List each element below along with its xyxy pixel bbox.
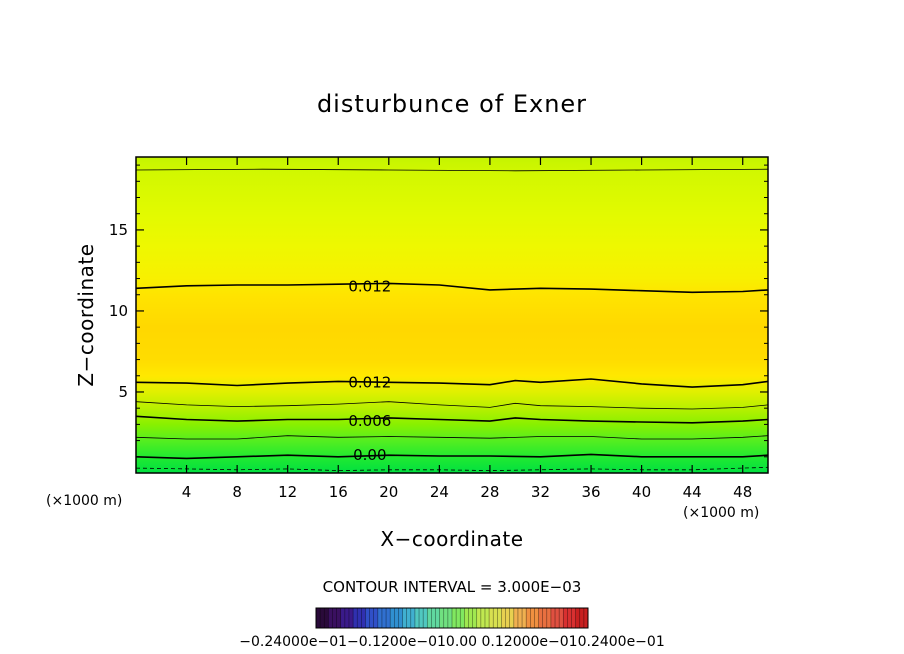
colorbar-swatch bbox=[575, 608, 589, 628]
x-tick-label: 12 bbox=[278, 483, 297, 501]
colorbar-labels: −0.24000e−01​−0.1200e−010.00 0.12000e−01… bbox=[239, 634, 664, 650]
colorbar-swatch bbox=[414, 608, 428, 628]
colorbar-swatch bbox=[402, 608, 416, 628]
x-tick-label: 4 bbox=[182, 483, 192, 501]
x-tick-label: 48 bbox=[733, 483, 752, 501]
contour-label: 0.00 bbox=[353, 446, 386, 464]
colorbar-swatch bbox=[340, 608, 354, 628]
colorbar-swatch bbox=[353, 608, 366, 628]
colorbar-swatch bbox=[316, 608, 329, 628]
x-tick-label: 16 bbox=[329, 483, 348, 501]
contour-labels: 0.012 0.012 0.006 0.00 bbox=[348, 278, 391, 465]
colorbar-swatch bbox=[489, 608, 502, 628]
colorbar-swatch bbox=[439, 608, 453, 628]
colorbar-swatch bbox=[328, 608, 342, 628]
colorbar-swatch bbox=[476, 608, 490, 628]
colorbar bbox=[315, 607, 589, 629]
x-tick-label: 28 bbox=[480, 483, 499, 501]
contour-line bbox=[136, 168, 768, 172]
contour-line bbox=[136, 453, 768, 460]
colorbar-swatch bbox=[427, 608, 441, 628]
x-unit-right: (×1000 m) bbox=[683, 505, 759, 521]
x-tick-label: 44 bbox=[683, 483, 702, 501]
contour-line bbox=[136, 378, 768, 388]
x-tick-label: 40 bbox=[632, 483, 651, 501]
colorbar-swatch bbox=[390, 608, 404, 628]
colorbar-swatch bbox=[513, 608, 527, 628]
contour-line-negative bbox=[136, 466, 768, 472]
y-tick-label: 10 bbox=[109, 302, 128, 320]
colorbar-swatch bbox=[538, 608, 552, 628]
colorbar-swatch bbox=[365, 608, 379, 628]
colorbar-swatch bbox=[526, 608, 540, 628]
x-tick-label: 20 bbox=[379, 483, 398, 501]
contour-label: 0.006 bbox=[348, 412, 391, 430]
contour-label: 0.012 bbox=[348, 373, 391, 391]
y-tick-label: 15 bbox=[109, 221, 128, 239]
x-tick-label: 24 bbox=[430, 483, 449, 501]
x-unit-left: (×1000 m) bbox=[46, 493, 122, 509]
colorbar-swatch bbox=[563, 608, 577, 628]
contour-lines bbox=[136, 168, 768, 472]
colorbar-frame bbox=[315, 607, 589, 629]
x-tick-label: 36 bbox=[581, 483, 600, 501]
y-tick-label: 5 bbox=[118, 383, 128, 401]
contour-label: 0.012 bbox=[348, 278, 391, 296]
contour-interval: CONTOUR INTERVAL = 3.000E−03 bbox=[323, 578, 582, 596]
x-tick-label: 8 bbox=[232, 483, 242, 501]
contour-line bbox=[136, 415, 768, 424]
colorbar-swatch bbox=[464, 608, 478, 628]
contour-line bbox=[136, 282, 768, 294]
contour-line bbox=[136, 435, 768, 440]
colorbar-swatch bbox=[377, 608, 391, 628]
chart-title: disturbunce of Exner bbox=[317, 90, 587, 118]
x-tick-label: 32 bbox=[531, 483, 550, 501]
plot-frame bbox=[135, 156, 769, 474]
colorbar-swatch bbox=[452, 608, 465, 628]
x-axis-label: X−coordinate bbox=[380, 527, 523, 551]
y-axis-label: Z−coordinate bbox=[74, 243, 98, 386]
colorbar-swatch bbox=[501, 608, 515, 628]
field-shading bbox=[136, 157, 768, 473]
contour-line bbox=[136, 401, 768, 410]
colorbar-swatch bbox=[550, 608, 564, 628]
